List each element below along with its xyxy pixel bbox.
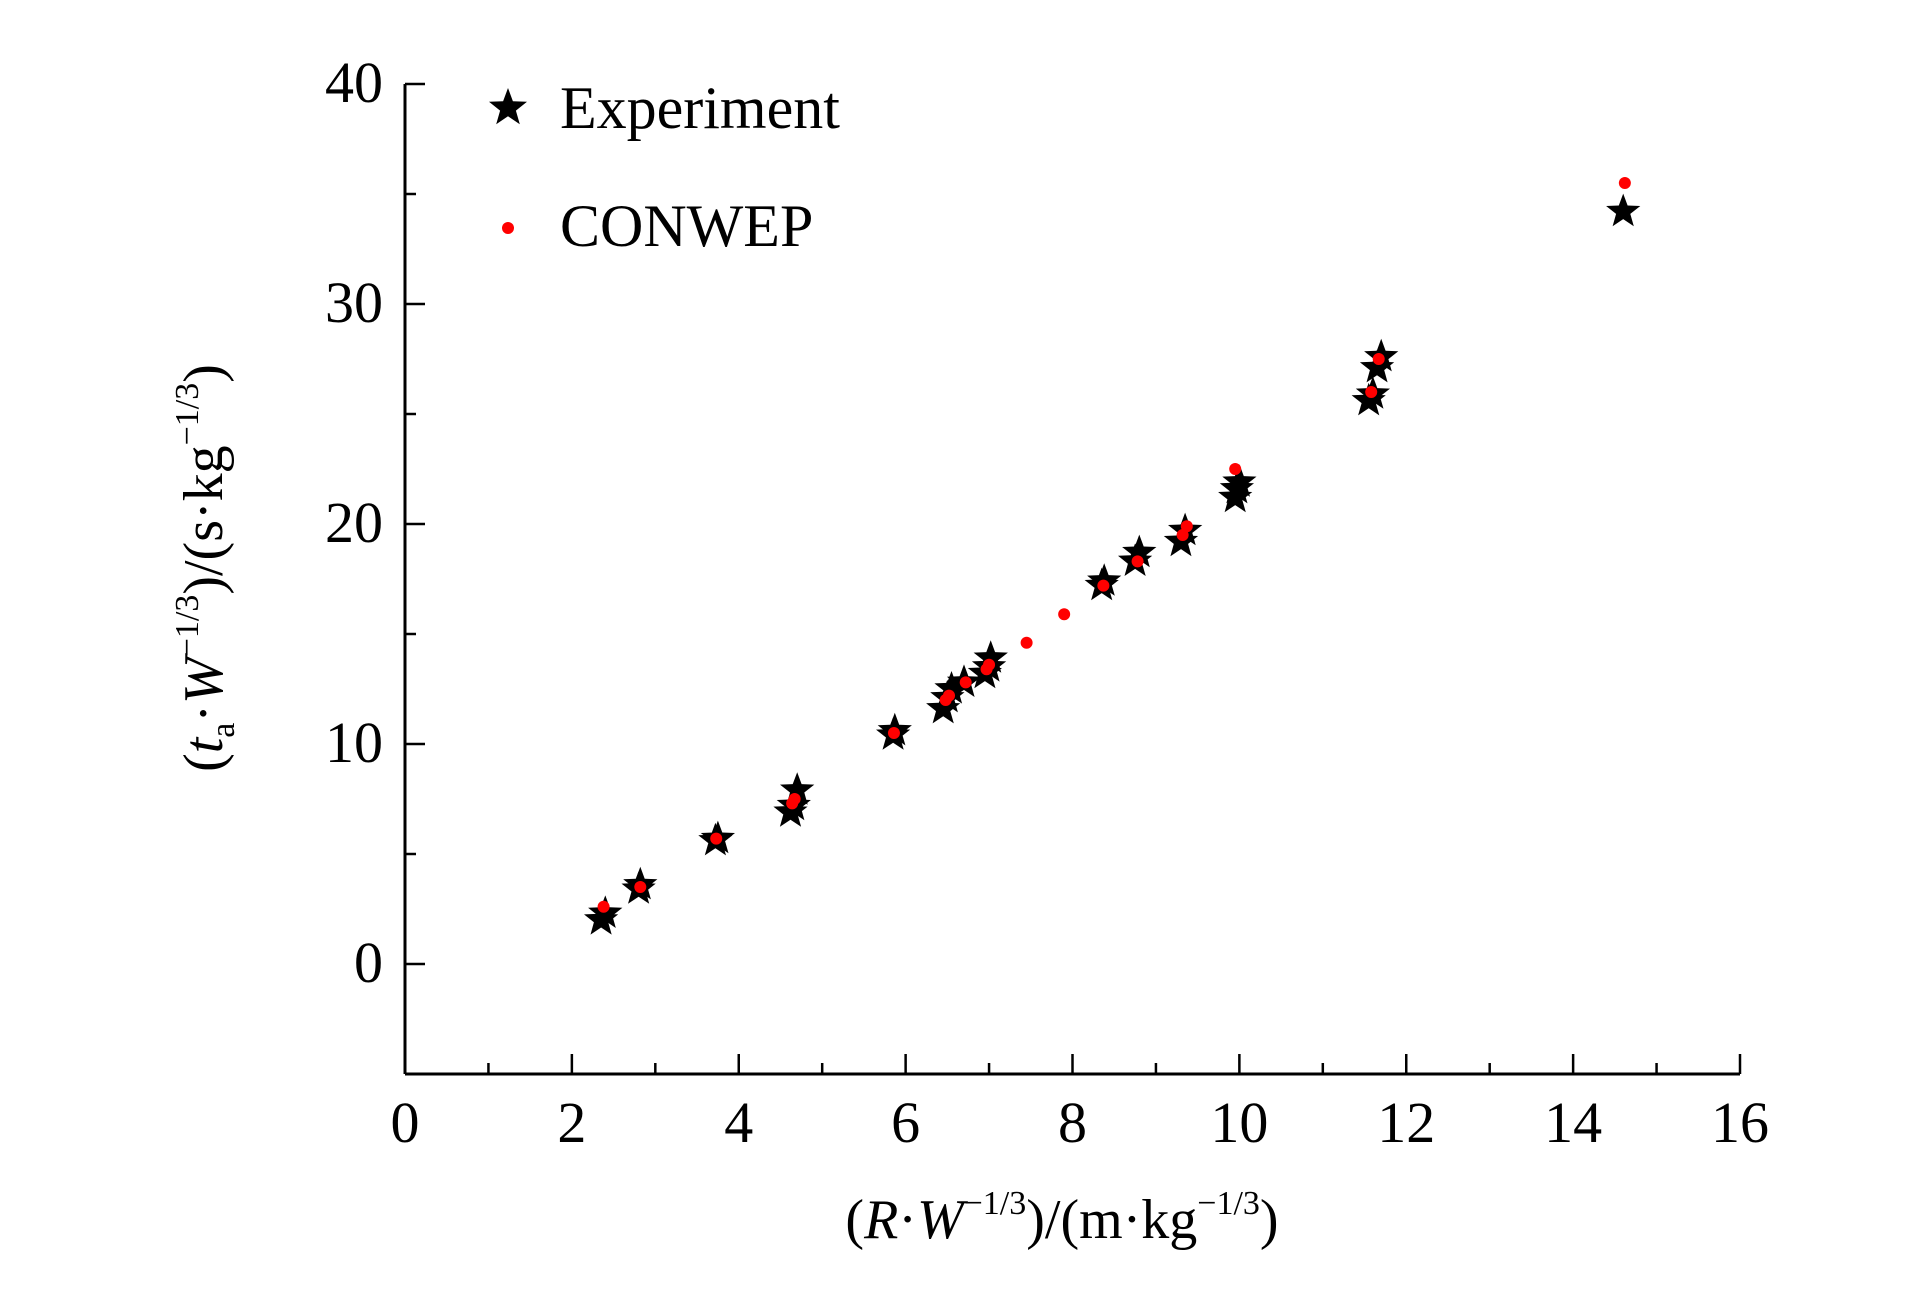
conwep-point [1180, 520, 1193, 533]
y-tick-label: 40 [325, 50, 383, 115]
conwep-point [1618, 177, 1631, 189]
conwep-point [1058, 608, 1071, 621]
series-experiment [584, 193, 1641, 935]
experiment-point [1087, 563, 1122, 596]
series-conwep [597, 177, 1631, 913]
y-axis-ticks: 0 10 20 30 40 [325, 50, 425, 1076]
conwep-point [597, 900, 610, 913]
conwep-point [1131, 555, 1144, 568]
x-tick-label: 14 [1544, 1090, 1602, 1155]
x-tick-label: 2 [557, 1090, 586, 1155]
x-tick-label: 12 [1377, 1090, 1435, 1155]
conwep-point [634, 881, 647, 893]
legend-experiment-marker [489, 88, 527, 125]
conwep-point [1372, 353, 1385, 365]
y-tick-label: 10 [325, 710, 383, 775]
conwep-point [1365, 386, 1378, 398]
conwep-point [1097, 579, 1110, 592]
legend-conwep-marker [502, 222, 514, 234]
conwep-point [788, 793, 801, 805]
x-tick-label: 10 [1210, 1090, 1268, 1155]
conwep-point [983, 658, 996, 671]
x-tick-label: 16 [1711, 1090, 1769, 1155]
x-tick-label: 4 [724, 1090, 753, 1155]
data-points [584, 177, 1641, 935]
conwep-point [710, 832, 723, 845]
x-tick-label: 8 [1058, 1090, 1087, 1155]
x-tick-label: 6 [891, 1090, 920, 1155]
conwep-point [959, 676, 972, 689]
experiment-point [780, 772, 815, 805]
experiment-point [1606, 193, 1641, 227]
legend-experiment-label: Experiment [560, 75, 840, 141]
x-axis-ticks: 0 2 4 6 8 10 12 14 16 [391, 1054, 1769, 1155]
legend-conwep-label: CONWEP [560, 193, 813, 259]
y-axis-title: (ta·W−1/3)/(s·kg−1/3) [169, 364, 242, 772]
x-tick-label: 0 [391, 1090, 420, 1155]
experiment-point [973, 640, 1008, 673]
conwep-point [943, 689, 956, 702]
legend: Experiment CONWEP [489, 75, 840, 259]
y-tick-label: 0 [354, 930, 383, 995]
experiment-point [1222, 464, 1257, 497]
conwep-point [887, 727, 900, 739]
y-tick-label: 20 [325, 490, 383, 555]
conwep-point [1020, 636, 1033, 649]
experiment-point [934, 671, 969, 704]
x-axis-title: (R·W−1/3)/(m·kg−1/3) [845, 1185, 1278, 1251]
y-tick-label: 30 [325, 270, 383, 335]
conwep-point [1229, 463, 1242, 475]
experiment-point [1122, 534, 1157, 568]
star-icon [489, 88, 527, 125]
